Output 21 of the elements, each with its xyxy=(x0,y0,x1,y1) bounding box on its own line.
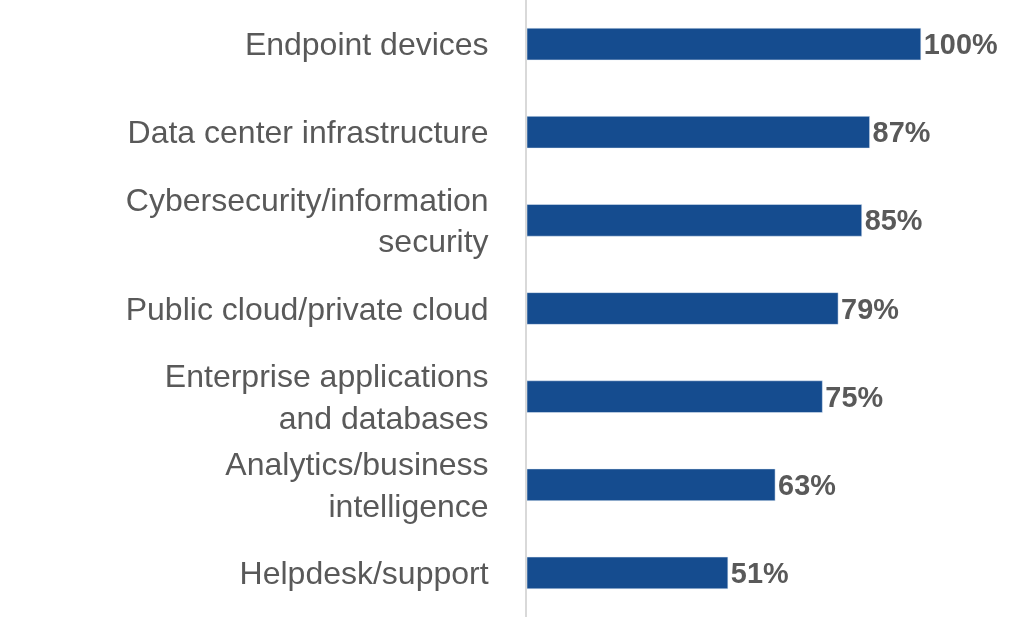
data-label: 63% xyxy=(778,468,836,501)
y-tick-label: Endpoint devices xyxy=(244,26,489,63)
bar xyxy=(527,468,776,501)
bar xyxy=(527,27,922,61)
data-label: 100% xyxy=(923,28,998,61)
data-label: 79% xyxy=(841,292,899,325)
y-tick-label: Public cloud/private cloud xyxy=(125,290,489,327)
y-tick-label: Data center infrastructure xyxy=(127,114,489,151)
data-label: 87% xyxy=(872,116,931,149)
bar xyxy=(527,204,862,237)
bar xyxy=(527,116,870,149)
y-tick-label: Cybersecurity/information security xyxy=(125,181,489,260)
bar xyxy=(527,380,823,413)
data-label: 85% xyxy=(864,204,923,237)
bar xyxy=(527,556,729,590)
y-tick-label: Analytics/business intelligence xyxy=(225,446,489,524)
y-tick-label: Helpdesk/support xyxy=(239,555,489,592)
bar xyxy=(527,292,839,325)
y-tick-label: Enterprise applications and databases xyxy=(164,358,489,436)
data-label: 75% xyxy=(825,380,884,413)
data-label: 51% xyxy=(730,557,789,590)
